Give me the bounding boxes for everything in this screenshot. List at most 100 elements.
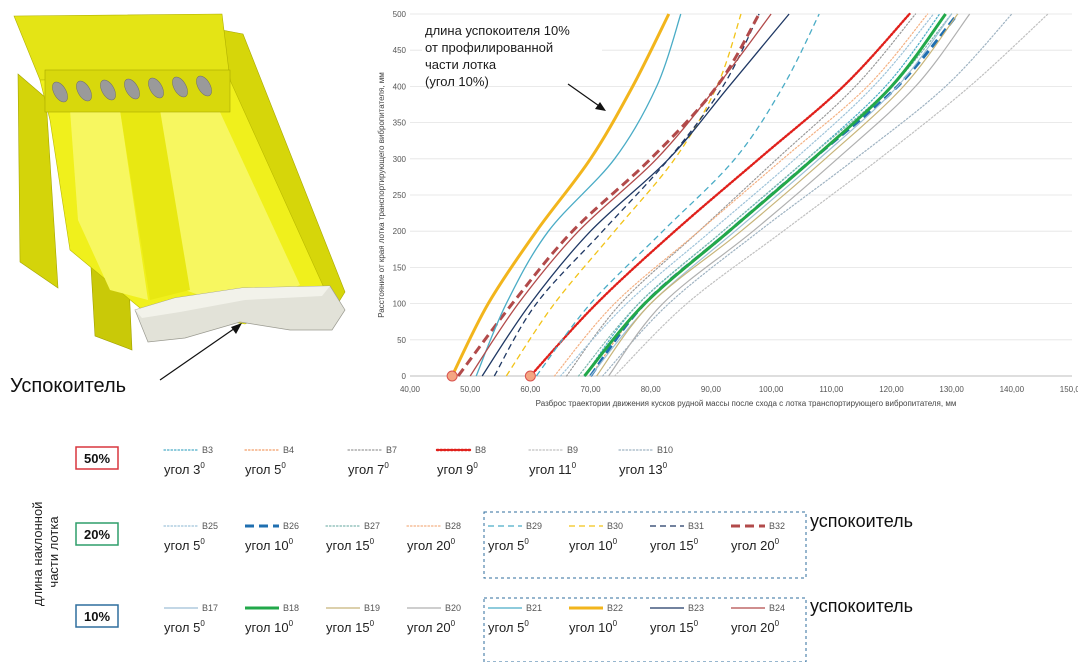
- legend-code-label: B8: [475, 445, 486, 455]
- degree-superscript: 0: [775, 619, 780, 628]
- degree-superscript: 0: [370, 537, 375, 546]
- damper-arrow-head: [231, 323, 242, 334]
- legend-angle-label: угол 150: [326, 619, 375, 635]
- x-tick-label: 130,00: [939, 385, 964, 394]
- legend-code-label: B31: [688, 521, 704, 531]
- y-tick-label: 200: [393, 227, 407, 236]
- legend-code-label: B25: [202, 521, 218, 531]
- degree-superscript: 0: [694, 537, 699, 546]
- legend-code-label: B3: [202, 445, 213, 455]
- length-badge-label: 50%: [84, 451, 110, 466]
- annotation-line: от профилированной: [425, 40, 553, 55]
- trajectory-chart: 0 50 100 150 200 250 300 350 400 450 500 40,00 50,00…: [377, 10, 1078, 408]
- x-tick-label: 50,00: [460, 385, 481, 394]
- legend-angle-label: угол 90: [437, 461, 478, 477]
- legend-angle-label: угол 50: [164, 537, 205, 553]
- series-line-b31: [493, 13, 760, 377]
- legend-code-label: B22: [607, 603, 623, 613]
- chart-annotation: длина успокоителя 10% от профилированной ч…: [425, 23, 570, 89]
- degree-superscript: 0: [663, 461, 668, 470]
- annotation-line: части лотка: [425, 57, 497, 72]
- legend-angle-label: угол 150: [326, 537, 375, 553]
- legend-code-label: B21: [526, 603, 542, 613]
- degree-superscript: 0: [289, 537, 294, 546]
- y-tick-label: 400: [393, 82, 407, 91]
- legend-angle-label: угол 200: [731, 619, 780, 635]
- chart-axes: 0 50 100 150 200 250 300 350 400 450 500 40,00 50,00…: [393, 10, 1078, 394]
- legend-angle-label: угол 200: [731, 537, 780, 553]
- start-point-marker: [524, 370, 536, 382]
- legend-angle-label: угол 50: [488, 537, 529, 553]
- annotation-line: длина успокоителя 10%: [425, 23, 570, 38]
- legend-rows: 50% B3 угол 30 B4 угол 50 B7 угол 70 B8 угол 90 B…: [75, 445, 785, 635]
- legend-angle-label: угол 100: [569, 537, 618, 553]
- y-axis-title: Расстояние от края лотка транспортирующе…: [377, 72, 386, 318]
- degree-superscript: 0: [613, 619, 618, 628]
- legend-code-label: B24: [769, 603, 785, 613]
- series-line-b28: [553, 13, 929, 377]
- series-line-b18: [583, 13, 947, 377]
- nozzle: [76, 80, 92, 102]
- series-line-b21: [475, 13, 682, 377]
- legend-code-label: B28: [445, 521, 461, 531]
- y-tick-label: 500: [393, 10, 407, 19]
- x-tick-label: 140,00: [1000, 385, 1025, 394]
- degree-superscript: 0: [451, 619, 456, 628]
- damper-arrow: [159, 325, 239, 381]
- feeder-channel-left: [70, 110, 148, 300]
- degree-superscript: 0: [524, 537, 529, 546]
- y-tick-label: 100: [393, 300, 407, 309]
- x-axis-title: Разброс траектории движения кусков рудно…: [536, 399, 957, 408]
- damper-group-box-10: [483, 597, 807, 662]
- degree-superscript: 0: [613, 537, 618, 546]
- legend-code-label: B9: [567, 445, 578, 455]
- y-tick-label: 150: [393, 263, 407, 272]
- degree-superscript: 0: [384, 461, 389, 470]
- legend-angle-label: угол 100: [245, 537, 294, 553]
- legend-angle-label: угол 50: [245, 461, 286, 477]
- degree-superscript: 0: [281, 461, 286, 470]
- length-badge-label: 20%: [84, 527, 110, 542]
- series-line-b25: [559, 13, 935, 377]
- series-line-b7: [565, 13, 917, 377]
- legend-angle-label: угол 100: [569, 619, 618, 635]
- series-line-b20: [608, 13, 971, 377]
- series-line-b24: [469, 13, 772, 377]
- damper-label-20: успокоитель: [810, 511, 913, 531]
- damper-label-10: успокоитель: [810, 596, 913, 616]
- y-tick-label: 450: [393, 46, 407, 55]
- legend-code-label: B17: [202, 603, 218, 613]
- chart-series: [450, 12, 1049, 378]
- series-line-b19: [596, 13, 959, 377]
- degree-superscript: 0: [473, 461, 478, 470]
- feeder-illustration: Успокоитель: [10, 13, 346, 397]
- legend-angle-label: угол 50: [164, 619, 205, 635]
- series-line-b10: [602, 13, 1013, 377]
- legend-code-label: B32: [769, 521, 785, 531]
- legend-angle-label: угол 50: [488, 619, 529, 635]
- legend-side-title-line1: длина наклонной: [30, 502, 45, 607]
- legend-code-label: B20: [445, 603, 461, 613]
- y-tick-label: 250: [393, 191, 407, 200]
- degree-superscript: 0: [694, 619, 699, 628]
- start-point-marker: [446, 370, 458, 382]
- degree-superscript: 0: [572, 461, 577, 470]
- legend-code-label: B30: [607, 521, 623, 531]
- nozzle: [148, 77, 164, 99]
- nozzle: [100, 79, 116, 101]
- annotation-line: (угол 10%): [425, 74, 489, 89]
- series-line-b8: [529, 12, 911, 378]
- legend-code-label: B29: [526, 521, 542, 531]
- nozzle: [172, 76, 188, 98]
- legend-code-label: B19: [364, 603, 380, 613]
- y-tick-label: 50: [397, 336, 406, 345]
- legend-code-label: B27: [364, 521, 380, 531]
- damper-group-box-20: [483, 511, 807, 579]
- series-line-b9: [614, 13, 1049, 377]
- degree-superscript: 0: [370, 619, 375, 628]
- series-line-b22: [450, 13, 671, 377]
- legend-code-label: B18: [283, 603, 299, 613]
- damper-top-face: [135, 286, 330, 318]
- series-line-b29: [535, 13, 820, 377]
- legend-code-label: B23: [688, 603, 704, 613]
